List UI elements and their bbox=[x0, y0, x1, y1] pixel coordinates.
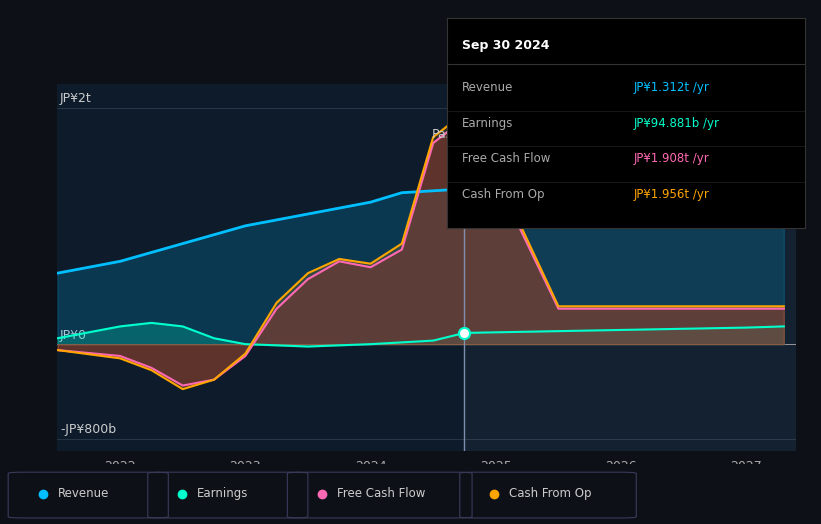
Text: 2025: 2025 bbox=[480, 460, 511, 473]
Text: -JP¥800b: -JP¥800b bbox=[60, 423, 116, 436]
Text: Cash From Op: Cash From Op bbox=[461, 188, 544, 201]
Text: JP¥0: JP¥0 bbox=[60, 329, 87, 342]
Text: Analysts Forecasts: Analysts Forecasts bbox=[470, 128, 587, 140]
Text: Earnings: Earnings bbox=[461, 117, 513, 130]
Text: 2022: 2022 bbox=[104, 460, 136, 473]
Text: Revenue: Revenue bbox=[57, 487, 109, 500]
Text: JP¥94.881b /yr: JP¥94.881b /yr bbox=[633, 117, 719, 130]
Text: JP¥2t: JP¥2t bbox=[60, 92, 92, 105]
Text: Past: Past bbox=[432, 128, 458, 140]
Text: Revenue: Revenue bbox=[461, 81, 513, 94]
Text: JP¥1.312t /yr: JP¥1.312t /yr bbox=[633, 81, 709, 94]
Text: 2027: 2027 bbox=[731, 460, 762, 473]
Text: Free Cash Flow: Free Cash Flow bbox=[461, 152, 550, 166]
Text: JP¥1.956t /yr: JP¥1.956t /yr bbox=[633, 188, 709, 201]
Text: 2024: 2024 bbox=[355, 460, 387, 473]
Text: Cash From Op: Cash From Op bbox=[509, 487, 591, 500]
Text: Sep 30 2024: Sep 30 2024 bbox=[461, 39, 549, 52]
Text: 2023: 2023 bbox=[230, 460, 261, 473]
Text: Free Cash Flow: Free Cash Flow bbox=[337, 487, 425, 500]
Text: JP¥1.908t /yr: JP¥1.908t /yr bbox=[633, 152, 709, 166]
Text: 2026: 2026 bbox=[605, 460, 637, 473]
Text: Earnings: Earnings bbox=[197, 487, 249, 500]
Bar bbox=[465, 84, 796, 451]
